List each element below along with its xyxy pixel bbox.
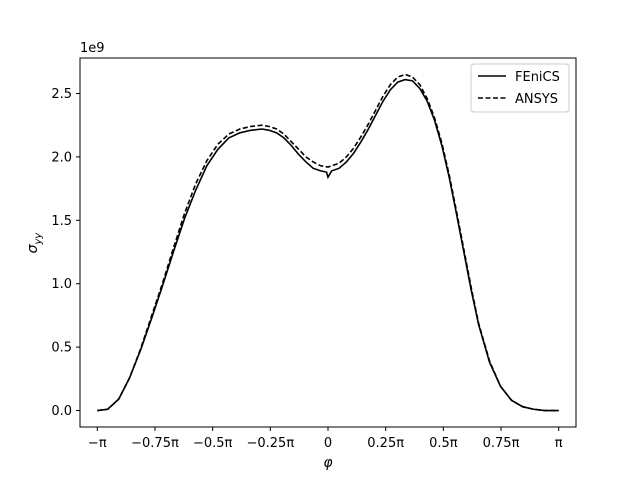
x-tick-label: 0.75π [483, 436, 520, 451]
x-axis-label: φ [323, 455, 333, 471]
y-tick-label: 2.0 [51, 150, 72, 165]
x-tick-label: −π [88, 436, 107, 451]
legend-label-ansys: ANSYS [515, 92, 558, 107]
y-tick-label: 1.5 [51, 214, 72, 229]
y-tick-label: 2.5 [51, 87, 72, 102]
y-tick-label: 0.0 [51, 404, 72, 419]
x-tick-label: −0.25π [246, 436, 294, 451]
x-tick-label: 0 [324, 436, 332, 451]
x-tick-label: 0.25π [367, 436, 404, 451]
plot-series-group [97, 73, 559, 412]
legend: FEniCS ANSYS [470, 63, 570, 113]
series-line-fenics [97, 78, 559, 412]
series-line-ansys [97, 73, 559, 412]
y-axis-label: σyy [25, 232, 44, 254]
x-tick-label: π [555, 436, 563, 451]
y-offset-label: 1e9 [80, 41, 105, 56]
axes-frame [79, 57, 577, 428]
x-tick-label: −0.5π [193, 436, 233, 451]
y-tick-label: 1.0 [51, 277, 72, 292]
x-tick-label: 0.5π [429, 436, 458, 451]
y-axis-ticks: 0.0 0.5 1.0 1.5 2.0 2.5 [51, 87, 80, 419]
legend-label-fenics: FEniCS [515, 70, 560, 85]
x-tick-label: −0.75π [131, 436, 179, 451]
x-axis-ticks: −π −0.75π −0.5π −0.25π 0 0.25π 0.5π 0.75π π [88, 427, 563, 451]
y-tick-label: 0.5 [51, 341, 72, 356]
y-axis-label-subscript: yy [33, 232, 44, 246]
y-axis-label-main: σ [25, 243, 41, 253]
